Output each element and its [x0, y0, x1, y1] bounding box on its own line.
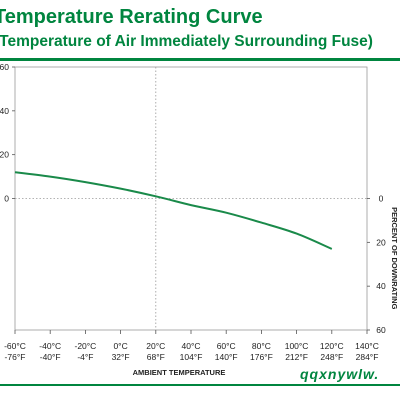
x-tick-label-fahrenheit: 248°F [320, 352, 343, 362]
x-axis-title: AMBIENT TEMPERATURE [133, 368, 226, 377]
x-tick-label-celsius: 140°C [355, 341, 379, 351]
left-tick-label: 40 [0, 106, 9, 116]
x-tick-label-celsius: -60°C [4, 341, 26, 351]
right-tick-label: 40 [376, 281, 386, 291]
footer-rule [0, 384, 400, 386]
x-tick-label-celsius: 120°C [320, 341, 344, 351]
rerating-curve [14, 171, 333, 250]
x-tick-label-fahrenheit: 104°F [180, 352, 203, 362]
x-tick-label-fahrenheit: 68°F [147, 352, 165, 362]
x-tick-label-fahrenheit: -4°F [77, 352, 93, 362]
x-tick-label-fahrenheit: 284°F [356, 352, 379, 362]
x-tick-label-celsius: -40°C [39, 341, 61, 351]
x-tick-label-celsius: 80°C [252, 341, 271, 351]
x-tick-label-fahrenheit: 140°F [215, 352, 238, 362]
watermark: qqxnywlw. [300, 366, 380, 382]
x-tick-label-celsius: 60°C [217, 341, 236, 351]
x-tick-label-celsius: 40°C [182, 341, 201, 351]
header-rule [0, 58, 400, 61]
x-tick-label-fahrenheit: 176°F [250, 352, 273, 362]
x-tick-label-celsius: 20°C [146, 341, 165, 351]
left-tick-label: 20 [0, 150, 9, 160]
chart-subtitle: (Temperature of Air Immediately Surround… [0, 33, 373, 50]
right-tick-label: 20 [376, 237, 386, 247]
x-tick-label-fahrenheit: 32°F [112, 352, 130, 362]
left-tick-label: 60 [0, 62, 9, 72]
x-tick-label-celsius: 100°C [285, 341, 309, 351]
y-axis-title-right: PERCENT OF DOWNRATING [390, 207, 399, 310]
chart-title: Temperature Rerating Curve [0, 6, 263, 28]
x-tick-label-fahrenheit: 212°F [285, 352, 308, 362]
left-tick-label: 0 [4, 194, 9, 204]
x-tick-label-fahrenheit: -40°F [40, 352, 61, 362]
x-tick-label-fahrenheit: -76°F [5, 352, 26, 362]
x-tick-label-celsius: 0°C [113, 341, 127, 351]
right-tick-label: 60 [376, 325, 386, 335]
x-tick-label-celsius: -20°C [74, 341, 96, 351]
right-tick-label: 0 [379, 194, 384, 204]
